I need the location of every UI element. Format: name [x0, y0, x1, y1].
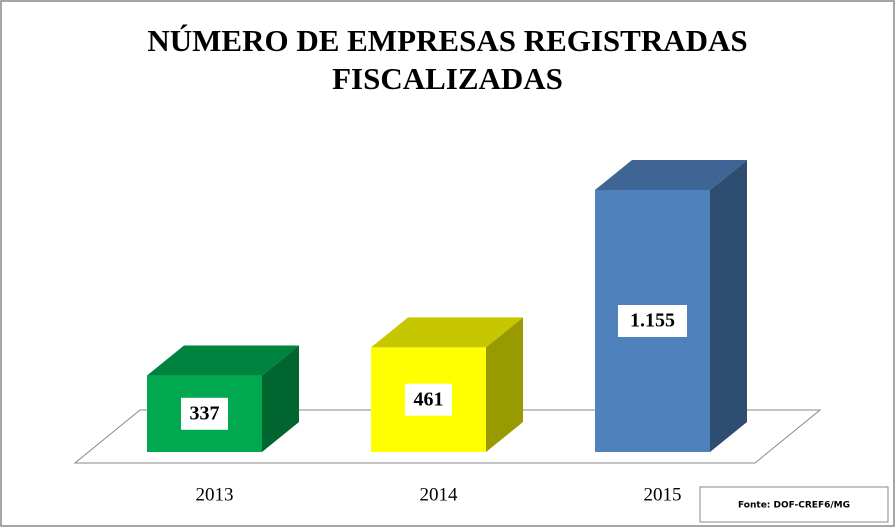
- value-label-box: [618, 305, 687, 337]
- value-label: 1.155: [630, 310, 675, 332]
- x-tick-label: 2014: [420, 484, 459, 505]
- bar-side: [486, 317, 523, 452]
- bar-side: [710, 160, 747, 452]
- source-box: [699, 486, 889, 523]
- chart-title: NÚMERO DE EMPRESAS REGISTRADAS FISCALIZA…: [147, 23, 748, 96]
- bar-top: [595, 160, 747, 190]
- x-tick-label: 2015: [644, 484, 682, 505]
- x-tick-label: 2013: [196, 484, 234, 505]
- value-label: 337: [190, 402, 220, 424]
- value-label: 461: [414, 388, 444, 410]
- title-box: NÚMERO DE EMPRESAS REGISTRADAS FISCALIZA…: [0, 22, 895, 98]
- bar-side: [262, 345, 299, 452]
- bar-top: [147, 345, 299, 376]
- value-label-box: [405, 383, 452, 416]
- bar-top: [371, 317, 523, 348]
- source: Fonte: DOF-CREF6/MG: [738, 501, 850, 511]
- value-label-box: [181, 397, 228, 430]
